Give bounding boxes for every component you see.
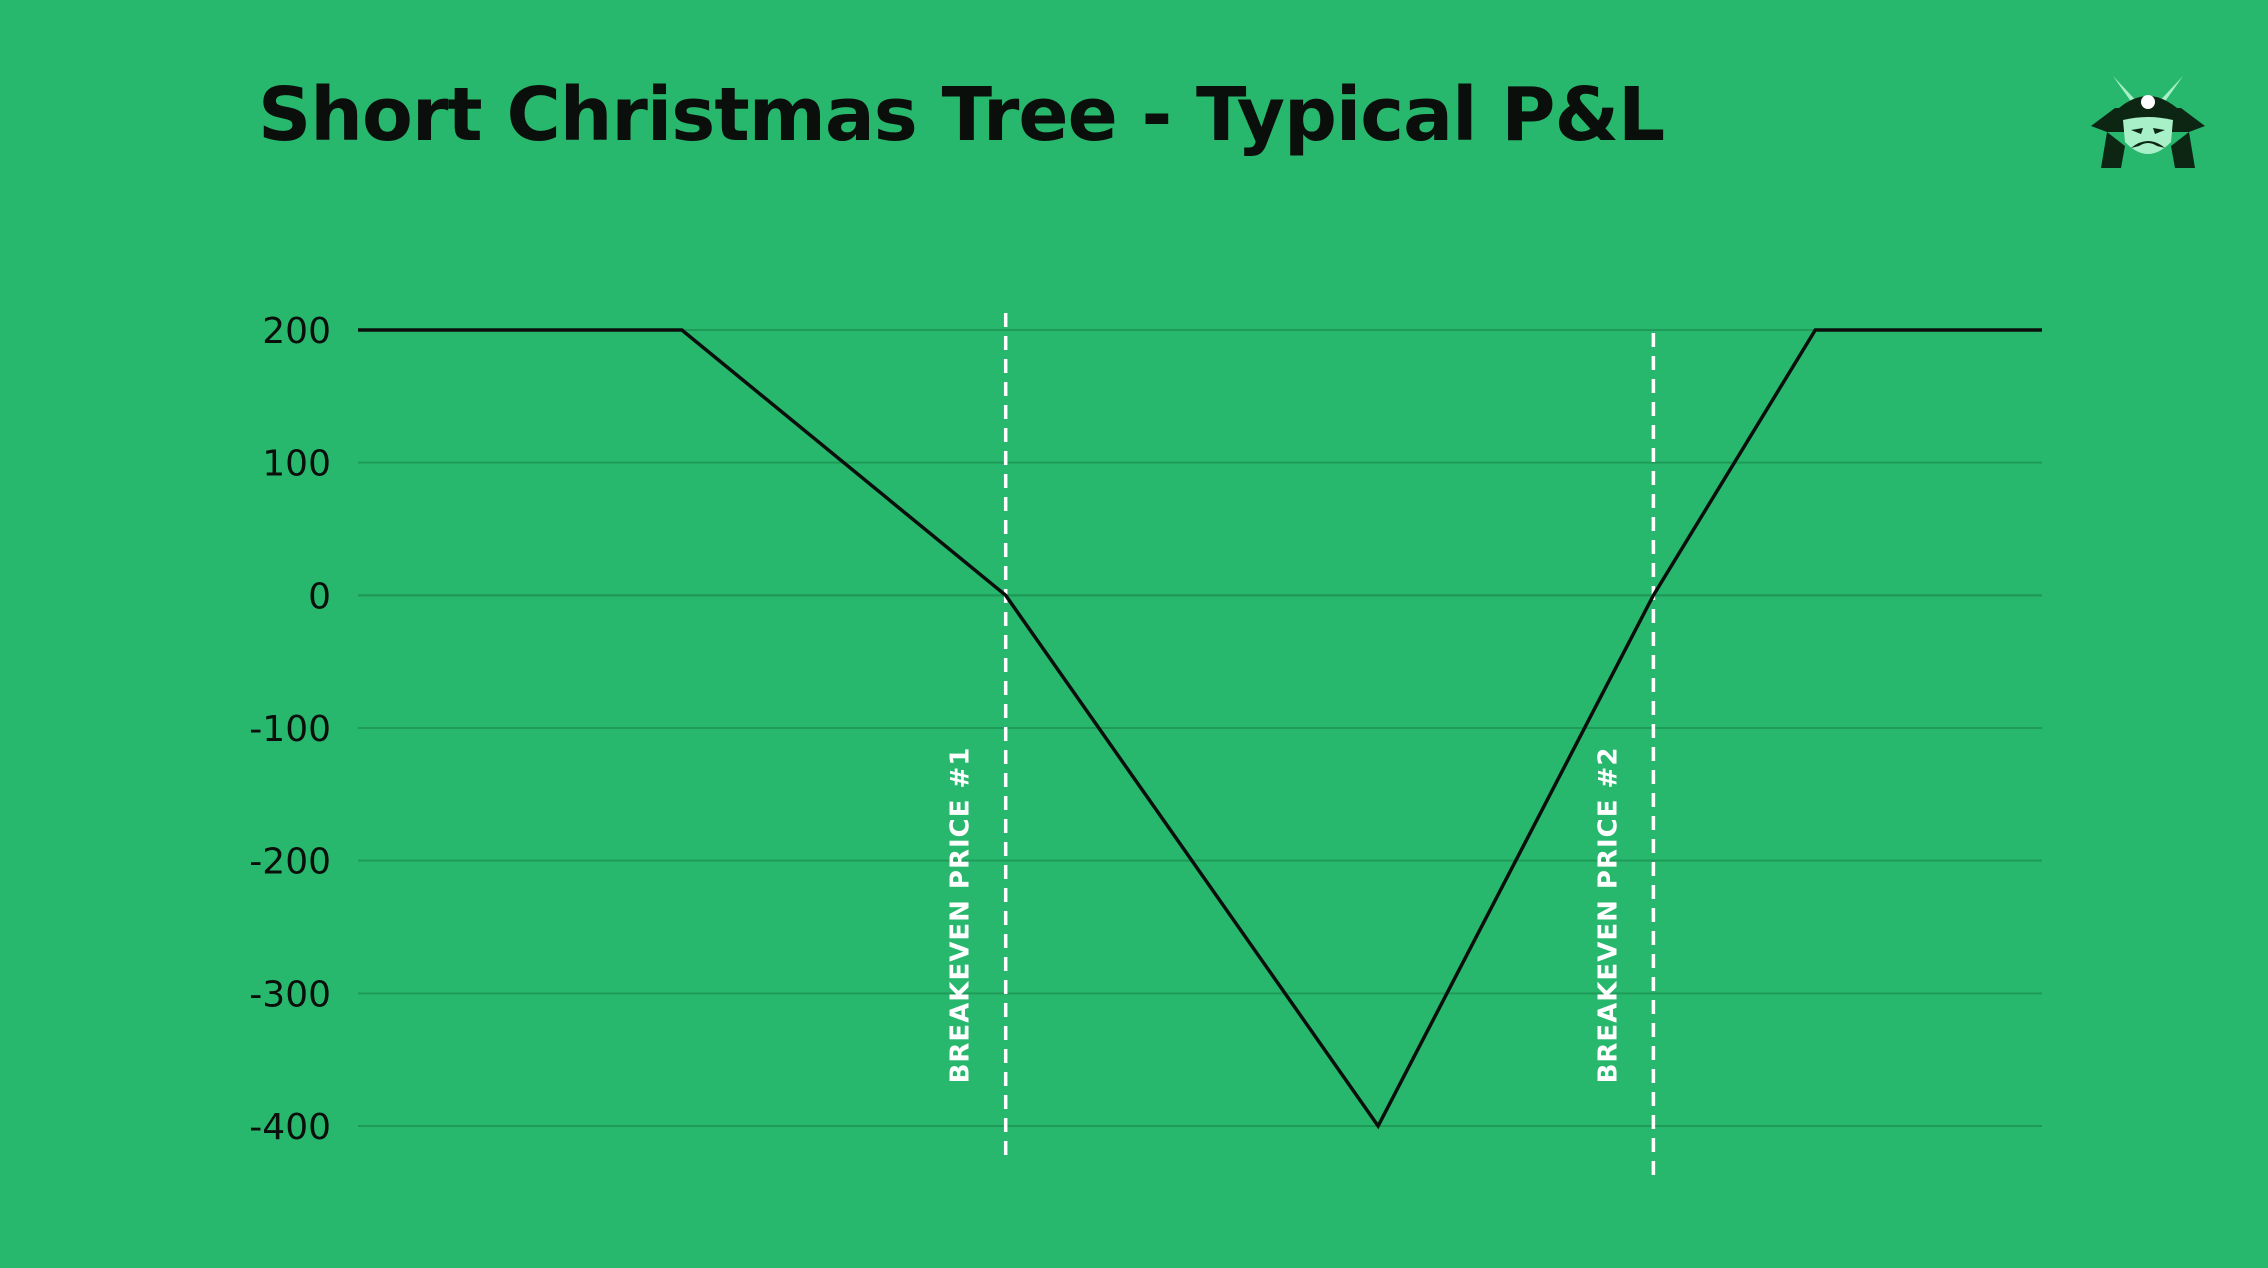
- pnl-line: [358, 328, 2042, 1130]
- breakeven-label: BREAKEVEN PRICE #1: [946, 747, 976, 1084]
- y-tick-label: -300: [249, 974, 331, 1015]
- y-tick-label: -400: [249, 1107, 331, 1148]
- y-tick-label: 100: [262, 444, 331, 485]
- breakeven-label: BREAKEVEN PRICE #2: [1593, 747, 1623, 1084]
- y-tick-label: -100: [249, 709, 331, 750]
- y-tick-label: 0: [308, 576, 331, 617]
- y-tick-label: 200: [262, 311, 331, 352]
- chart-title: Short Christmas Tree - Typical P&L: [258, 72, 1665, 158]
- samurai-helmet-icon: [2091, 76, 2205, 168]
- y-tick-label: -200: [249, 842, 331, 883]
